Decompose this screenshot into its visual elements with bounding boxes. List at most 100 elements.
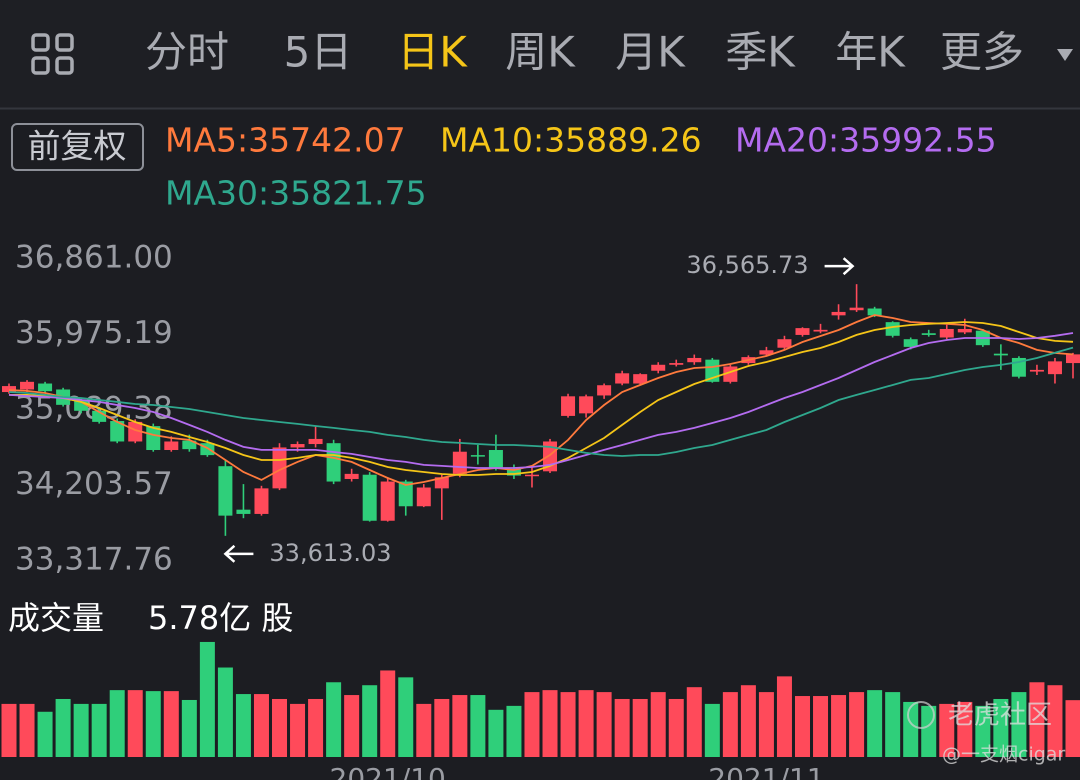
candle-body <box>200 443 215 456</box>
candle-body <box>921 333 936 335</box>
candle-body <box>416 487 431 507</box>
candle-body <box>759 350 774 355</box>
candle-body <box>326 443 341 482</box>
ma-line <box>8 332 1074 469</box>
ma-legend: MA10:35889.26 <box>440 121 702 160</box>
volume-bar <box>758 692 774 757</box>
candle-body <box>903 339 918 347</box>
tab[interactable]: 5日 <box>284 28 353 77</box>
candle-body <box>831 311 846 316</box>
ma-legend: MA20:35992.55 <box>735 121 997 160</box>
volume-bar <box>596 692 612 757</box>
grid-icon-cell <box>31 33 50 52</box>
candle-body <box>164 441 179 451</box>
volume-bar <box>380 670 396 757</box>
candle-body <box>92 410 107 422</box>
x-tick-label: 2021/10 <box>330 762 446 780</box>
y-tick-label: 33,317.76 <box>15 542 173 578</box>
ma-line <box>8 346 1074 457</box>
volume-bar <box>73 703 89 757</box>
volume-bar <box>722 692 738 757</box>
annotation-arrow <box>223 544 254 563</box>
tab[interactable]: 月K <box>615 28 686 77</box>
watermark-brand: 老虎社区 <box>948 701 1052 731</box>
tab[interactable]: 季K <box>725 28 796 77</box>
candle-body <box>362 474 377 521</box>
volume-bar <box>434 698 450 757</box>
candle-body <box>849 307 864 311</box>
candle-body <box>524 474 539 477</box>
candle-body <box>182 440 197 450</box>
candle-body <box>1066 354 1080 364</box>
watermark-author: @一支烟cigar <box>942 744 1065 766</box>
candle-body <box>939 328 954 338</box>
tab[interactable]: 日K <box>397 28 468 77</box>
adjust-button[interactable] <box>11 123 144 171</box>
volume-bar <box>55 698 71 757</box>
annotation-label: 36,565.73 <box>686 251 808 279</box>
volume-bar <box>488 709 504 757</box>
dropdown-arrow[interactable] <box>1057 49 1073 61</box>
volume-bar <box>127 690 143 757</box>
volume-bar <box>704 703 720 757</box>
volume-bar <box>235 694 251 757</box>
volume-bar <box>217 667 233 757</box>
candle-body <box>146 426 161 451</box>
candle-body <box>795 328 810 335</box>
volume-bar <box>253 694 269 757</box>
candle-body <box>579 396 594 414</box>
tab-bar <box>0 0 1080 108</box>
volume-bar <box>776 676 792 757</box>
candle-body <box>651 364 666 371</box>
volume-bar <box>308 698 324 757</box>
volume-bar <box>813 696 829 757</box>
grid-icon-cell <box>31 56 50 75</box>
watermark-icon <box>907 701 935 729</box>
candle-body <box>813 329 828 332</box>
ma-legend: MA5:35742.07 <box>165 121 406 160</box>
volume-bar <box>939 703 955 757</box>
volume-bar <box>1047 685 1063 757</box>
volume-bar <box>109 690 125 757</box>
candle-body <box>128 421 143 442</box>
volume-bar <box>145 691 161 757</box>
grid-icon-cell <box>55 56 74 75</box>
adjust-button-label[interactable]: 前复权 <box>28 127 127 166</box>
candle-body <box>777 339 792 348</box>
candle-body <box>110 421 125 442</box>
candle-body <box>993 353 1008 356</box>
volume-bar <box>199 641 215 757</box>
volume-bar <box>560 692 576 757</box>
volume-bar <box>19 703 35 757</box>
volume-bar <box>632 698 648 757</box>
candle-body <box>452 451 467 474</box>
volume-bar <box>272 698 288 757</box>
ma-line <box>8 314 1074 486</box>
volume-bar <box>452 695 468 757</box>
tab[interactable]: 更多 <box>940 28 1024 77</box>
annotation-arrow <box>824 257 855 276</box>
volume-bar <box>831 695 847 757</box>
volume-bar <box>740 685 756 757</box>
grid-icon[interactable] <box>31 33 74 75</box>
volume-bar <box>524 692 540 757</box>
ma-legend: MA30:35821.75 <box>165 174 427 213</box>
volume-bar <box>37 711 53 757</box>
y-tick-label: 34,203.57 <box>15 466 173 502</box>
candle-body <box>1029 369 1044 372</box>
candle-body <box>20 381 35 390</box>
volume-bar <box>867 690 883 757</box>
candle-body <box>380 481 395 521</box>
volume-value: 5.78亿 股 <box>148 599 293 637</box>
candle-body <box>615 373 630 384</box>
volume-bar <box>975 705 991 757</box>
candle-body <box>290 444 305 448</box>
tab[interactable]: 周K <box>505 28 576 77</box>
volume-bar <box>416 703 432 757</box>
annotation-label: 33,613.03 <box>269 539 391 567</box>
tab[interactable]: 分时 <box>145 28 229 77</box>
volume-bar <box>1 703 17 757</box>
tab[interactable]: 年K <box>835 28 906 77</box>
